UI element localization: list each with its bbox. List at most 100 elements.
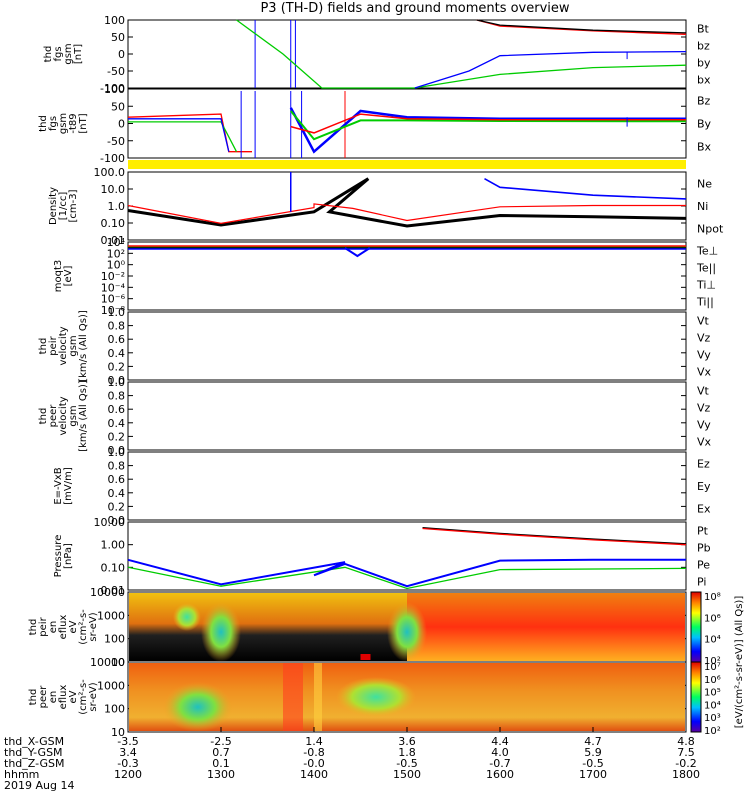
panel-ylabel: moqt3 bbox=[53, 260, 64, 293]
legend-Ti⊥: Ti⊥ bbox=[696, 279, 716, 292]
ephem-value: 1.8 bbox=[398, 746, 416, 759]
ytick-label: 0.8 bbox=[108, 390, 126, 403]
ytick-label: 10⁰ bbox=[107, 259, 126, 272]
legend-Bz: Bz bbox=[697, 95, 711, 108]
ytick-label: 0 bbox=[118, 48, 125, 61]
legend-Pb: Pb bbox=[697, 542, 711, 555]
legend-Bt: Bt bbox=[697, 23, 710, 36]
legend-Npot: Npot bbox=[697, 223, 724, 236]
ytick-label: 10000 bbox=[90, 656, 125, 669]
ytick-label: 0.0 bbox=[108, 444, 126, 457]
colorbar-label: 10² bbox=[704, 726, 721, 737]
elec-colorbar bbox=[690, 661, 702, 733]
ion-spec-bg2 bbox=[407, 593, 685, 661]
panel-ylabel: fgs bbox=[48, 116, 59, 131]
panel-ylabel: peer bbox=[48, 404, 59, 428]
colorbar-label: 10⁵ bbox=[704, 688, 721, 699]
ephem-value: 1300 bbox=[207, 768, 235, 781]
ytick-label: 1000 bbox=[97, 609, 125, 622]
ytick-label: 0.2 bbox=[108, 430, 126, 443]
legend-Ey: Ey bbox=[697, 480, 711, 493]
elec-spec-band bbox=[283, 663, 303, 731]
panel-ylabel: [nT] bbox=[78, 113, 89, 133]
series-bt bbox=[476, 19, 687, 34]
fgs-dtrend-series bbox=[127, 91, 687, 158]
ytick-label: 1.0 bbox=[108, 200, 126, 213]
ion-spec-blob bbox=[172, 603, 201, 631]
ytick-label: -100 bbox=[100, 152, 125, 165]
ytick-label: 50 bbox=[111, 31, 125, 44]
panel-ylabel: -t89 bbox=[68, 113, 79, 133]
series-Ni bbox=[127, 177, 687, 228]
ephem-value: -0.7 bbox=[489, 757, 510, 770]
ytick-label: 0.01 bbox=[101, 234, 126, 247]
series-Pe bbox=[127, 566, 687, 590]
ytick-label: -50 bbox=[107, 135, 125, 148]
ephem-value: 1500 bbox=[393, 768, 421, 781]
ephem-value: 1700 bbox=[579, 768, 607, 781]
panel-ylabel: eV bbox=[68, 620, 79, 633]
series-Pb bbox=[422, 527, 687, 546]
pressure-series bbox=[127, 527, 687, 590]
ephem-value: 4.4 bbox=[491, 735, 509, 748]
ion-spec-blob bbox=[387, 602, 427, 662]
ytick-label: 10 bbox=[111, 656, 125, 669]
ytick-label: 0.10 bbox=[101, 561, 126, 574]
colorbar-label: 10⁶ bbox=[704, 613, 721, 624]
ytick-label: 0.4 bbox=[108, 487, 126, 500]
ion-spectrogram bbox=[129, 593, 685, 662]
ytick-label: 0.01 bbox=[101, 584, 126, 597]
ytick-label: 10² bbox=[107, 247, 125, 260]
series-Ne bbox=[127, 203, 686, 225]
time-axis: thd_X-GSM -3.5 -2.5 1.4 3.6 4.4 4.7 4.8 thd_Y-GS… bbox=[4, 727, 700, 792]
panel-ylabel: thd bbox=[28, 689, 39, 706]
ephem-name: hhmm bbox=[4, 768, 39, 781]
ion-spec-spot bbox=[360, 654, 371, 660]
legend-Ex: Ex bbox=[697, 503, 711, 516]
legend-Ti||: Ti|| bbox=[696, 296, 714, 309]
ephem-value: 1600 bbox=[486, 768, 514, 781]
panel-ylabel: velocity bbox=[58, 326, 69, 365]
panel-ylabel: eV bbox=[68, 690, 79, 703]
legend-Vy: Vy bbox=[697, 419, 711, 432]
ytick-label: 10⁴ bbox=[107, 236, 126, 249]
ytick-label: 0 bbox=[118, 118, 125, 131]
ytick-label: 0.8 bbox=[108, 460, 126, 473]
panel-ylabel: peir bbox=[38, 616, 49, 636]
ephem-value: 1.4 bbox=[305, 735, 323, 748]
panel-frame bbox=[127, 88, 687, 159]
series-dBx bbox=[128, 118, 230, 152]
legend-Bx: Bx bbox=[697, 141, 712, 154]
legend-Vt: Vt bbox=[697, 315, 710, 328]
ephem-value: -0.5 bbox=[582, 757, 603, 770]
ytick-label: 100 bbox=[104, 83, 125, 96]
legend-Vz: Vz bbox=[697, 332, 711, 345]
ephem-value: 1200 bbox=[114, 768, 142, 781]
colorbar-label: 10³ bbox=[704, 713, 721, 724]
ytick-label: 0.2 bbox=[108, 500, 126, 513]
ytick-label: 0.0 bbox=[108, 374, 126, 387]
ytick-label: 10⁻⁶ bbox=[101, 293, 126, 306]
density-series bbox=[127, 172, 687, 228]
series-bx bbox=[414, 50, 687, 89]
legend-Vx: Vx bbox=[697, 366, 712, 379]
legend-Te⊥: Te⊥ bbox=[696, 245, 718, 258]
ion-spec-bg bbox=[129, 593, 408, 661]
ephem-value: 1800 bbox=[672, 768, 700, 781]
ytick-label: 1.0 bbox=[108, 376, 126, 389]
ytick-label: 0.6 bbox=[108, 473, 126, 486]
panel-ylabel: thd bbox=[28, 619, 39, 636]
panel-fgs: 100 50 0 -50 -100 thd fgs gsm [nT] Bt bz by bx bbox=[43, 14, 711, 95]
panel-ylabel: [eV] bbox=[63, 266, 74, 287]
panel-ylabel: [km/s (All Qs)] bbox=[78, 310, 89, 382]
panel-ylabel: fgs bbox=[53, 46, 64, 61]
elec-spec-blob bbox=[162, 682, 233, 732]
ephem-value: -0.3 bbox=[117, 757, 138, 770]
panel-ylabel: Pressure bbox=[53, 535, 64, 578]
legend-bz: bz bbox=[697, 40, 710, 53]
ytick-label: 10⁻⁸ bbox=[101, 304, 126, 317]
ytick-label: -50 bbox=[107, 65, 125, 78]
ephem-value: 3.6 bbox=[398, 735, 416, 748]
